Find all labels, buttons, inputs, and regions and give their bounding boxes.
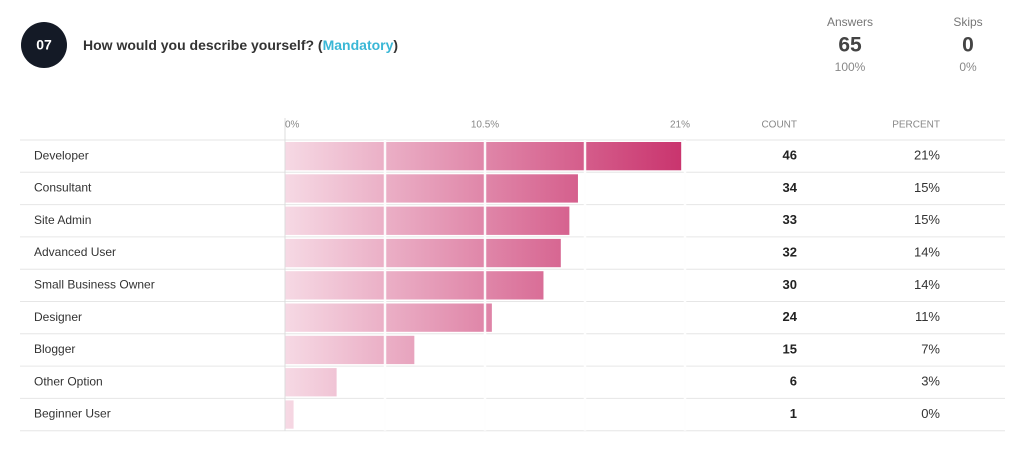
paren: ) [393,37,398,53]
paren: ( [314,37,323,53]
percent: 15% [914,180,940,195]
row-label: Beginner User [34,407,111,421]
bar [285,335,415,365]
question-text: How would you describe yourself? (Mandat… [83,37,398,53]
bar [285,400,294,429]
column-header: COUNT [761,120,797,131]
bar [285,174,578,203]
row-label: Advanced User [34,245,116,259]
percent: 21% [914,148,940,163]
count: 33 [783,212,797,227]
bar [285,271,544,300]
question: How would you describe yourself? [83,37,314,53]
x-tick-label: 10.5% [471,120,499,131]
question-number: 07 [36,37,52,53]
percent: 7% [921,341,940,356]
stat-label: Skips [953,15,982,29]
percent: 15% [914,212,940,227]
count: 34 [783,180,798,195]
row-label: Small Business Owner [34,278,155,292]
stat-percent: 0% [959,60,977,74]
count: 46 [783,148,797,163]
row-label: Site Admin [34,213,91,227]
mandatory: Mandatory [323,37,394,53]
bar [285,142,682,171]
stat-value: 0 [962,34,974,57]
row-label: Consultant [34,181,92,195]
bar [285,206,570,235]
column-header: PERCENT [892,120,940,131]
row-label: Developer [34,148,89,162]
bar [285,368,337,397]
percent: 11% [915,309,940,324]
percent: 14% [914,244,940,259]
bar [285,303,492,332]
stat-percent: 100% [835,60,866,74]
row-label: Designer [34,310,82,324]
question-badge [21,22,67,68]
count: 1 [790,406,797,421]
percent: 14% [914,277,940,292]
x-tick-label: 21% [670,120,690,131]
count: 15 [783,341,797,356]
row-label: Blogger [34,342,75,356]
percent: 0% [921,406,940,421]
stat-value: 65 [838,34,862,57]
count: 32 [783,244,797,259]
bar [285,238,561,268]
count: 24 [783,309,798,324]
x-tick-label: 0% [285,120,300,131]
count: 30 [783,277,797,292]
row-label: Other Option [34,374,103,388]
stat-label: Answers [827,15,873,29]
percent: 3% [921,374,940,389]
count: 6 [790,374,797,389]
